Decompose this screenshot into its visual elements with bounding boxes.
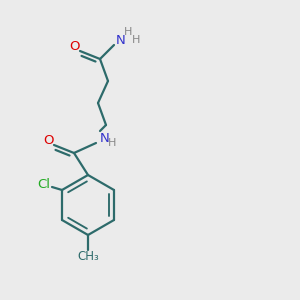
Text: Cl: Cl (38, 178, 50, 190)
Text: O: O (44, 134, 54, 148)
Text: O: O (70, 40, 80, 52)
Text: H: H (132, 35, 140, 45)
Text: CH₃: CH₃ (77, 250, 99, 263)
Text: H: H (108, 138, 116, 148)
Text: N: N (100, 131, 110, 145)
Text: N: N (116, 34, 126, 46)
Text: H: H (124, 27, 132, 37)
